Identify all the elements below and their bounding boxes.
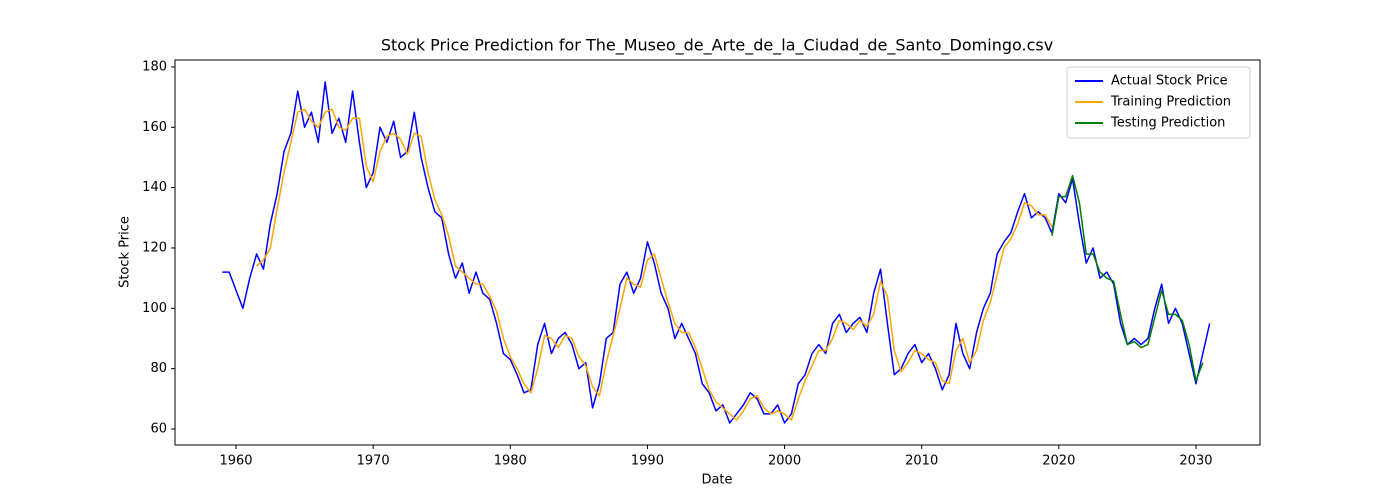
y-axis-label: Stock Price — [118, 216, 133, 288]
plot-frame — [174, 59, 1261, 446]
series-line — [256, 108, 1053, 421]
chart-title: Stock Price Prediction for The_Museo_de_… — [381, 36, 1053, 56]
y-tick-label: 60 — [150, 422, 167, 437]
x-tick-label: 2030 — [1179, 454, 1212, 469]
x-tick-label: 1980 — [494, 454, 527, 469]
x-tick-label: 2010 — [905, 454, 938, 469]
y-tick-label: 180 — [142, 59, 167, 74]
legend-label: Training Prediction — [1110, 95, 1231, 110]
x-tick-label: 1990 — [631, 454, 664, 469]
y-tick-label: 140 — [142, 180, 167, 195]
series-line — [1051, 174, 1204, 382]
x-tick-label: 1970 — [357, 454, 390, 469]
y-tick-label: 80 — [150, 361, 167, 376]
x-axis-label: Date — [701, 473, 732, 488]
x-tick-label: 2000 — [768, 454, 801, 469]
series-line — [222, 81, 1211, 424]
legend-label: Testing Prediction — [1110, 116, 1225, 131]
y-tick-label: 100 — [142, 301, 167, 316]
legend-label: Actual Stock Price — [1111, 74, 1228, 89]
x-tick-label: 2020 — [1042, 454, 1075, 469]
y-tick-label: 160 — [142, 120, 167, 135]
y-tick-label: 120 — [142, 240, 167, 255]
legend-box — [1066, 66, 1251, 139]
x-tick-label: 1960 — [219, 454, 252, 469]
